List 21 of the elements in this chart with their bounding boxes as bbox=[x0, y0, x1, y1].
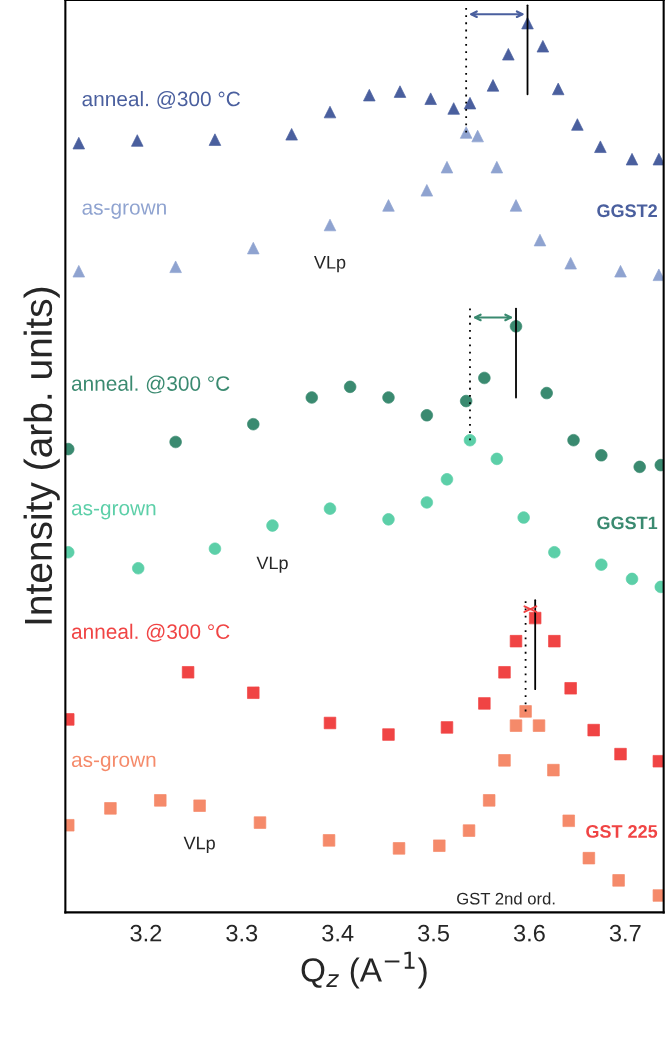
x-tick-label: 3.7 bbox=[609, 924, 641, 942]
annotation: VLp bbox=[256, 556, 288, 573]
y-axis-title: Intensity (arb. units) bbox=[23, 287, 60, 624]
text: as-grown bbox=[82, 203, 166, 219]
series-label: as-grown bbox=[71, 755, 156, 772]
x-tick-label: 3.6 bbox=[513, 924, 545, 942]
x-tick-label: 3.2 bbox=[130, 924, 162, 942]
series-label: anneal. @300 °C bbox=[71, 375, 230, 394]
annotation: GGST1 bbox=[597, 516, 658, 530]
x-tick-label: 3.5 bbox=[418, 924, 449, 942]
x-axis-title: Q$_{z}$ (A$^{−1}$) bbox=[301, 951, 427, 989]
x-tick-label: 3.4 bbox=[322, 924, 354, 942]
series-label: anneal. @300 °C bbox=[82, 91, 240, 109]
annotation: GST 225 bbox=[586, 825, 658, 838]
text: anneal. @300 °C bbox=[71, 623, 230, 642]
series-label: as-grown bbox=[71, 503, 156, 520]
annotation: GGST2 bbox=[597, 204, 657, 218]
x-tick-label: 3.3 bbox=[226, 924, 258, 942]
annotation: VLp bbox=[314, 256, 346, 273]
annotation: VLp bbox=[183, 836, 215, 853]
annotation: GST 2nd ord. bbox=[457, 892, 555, 905]
